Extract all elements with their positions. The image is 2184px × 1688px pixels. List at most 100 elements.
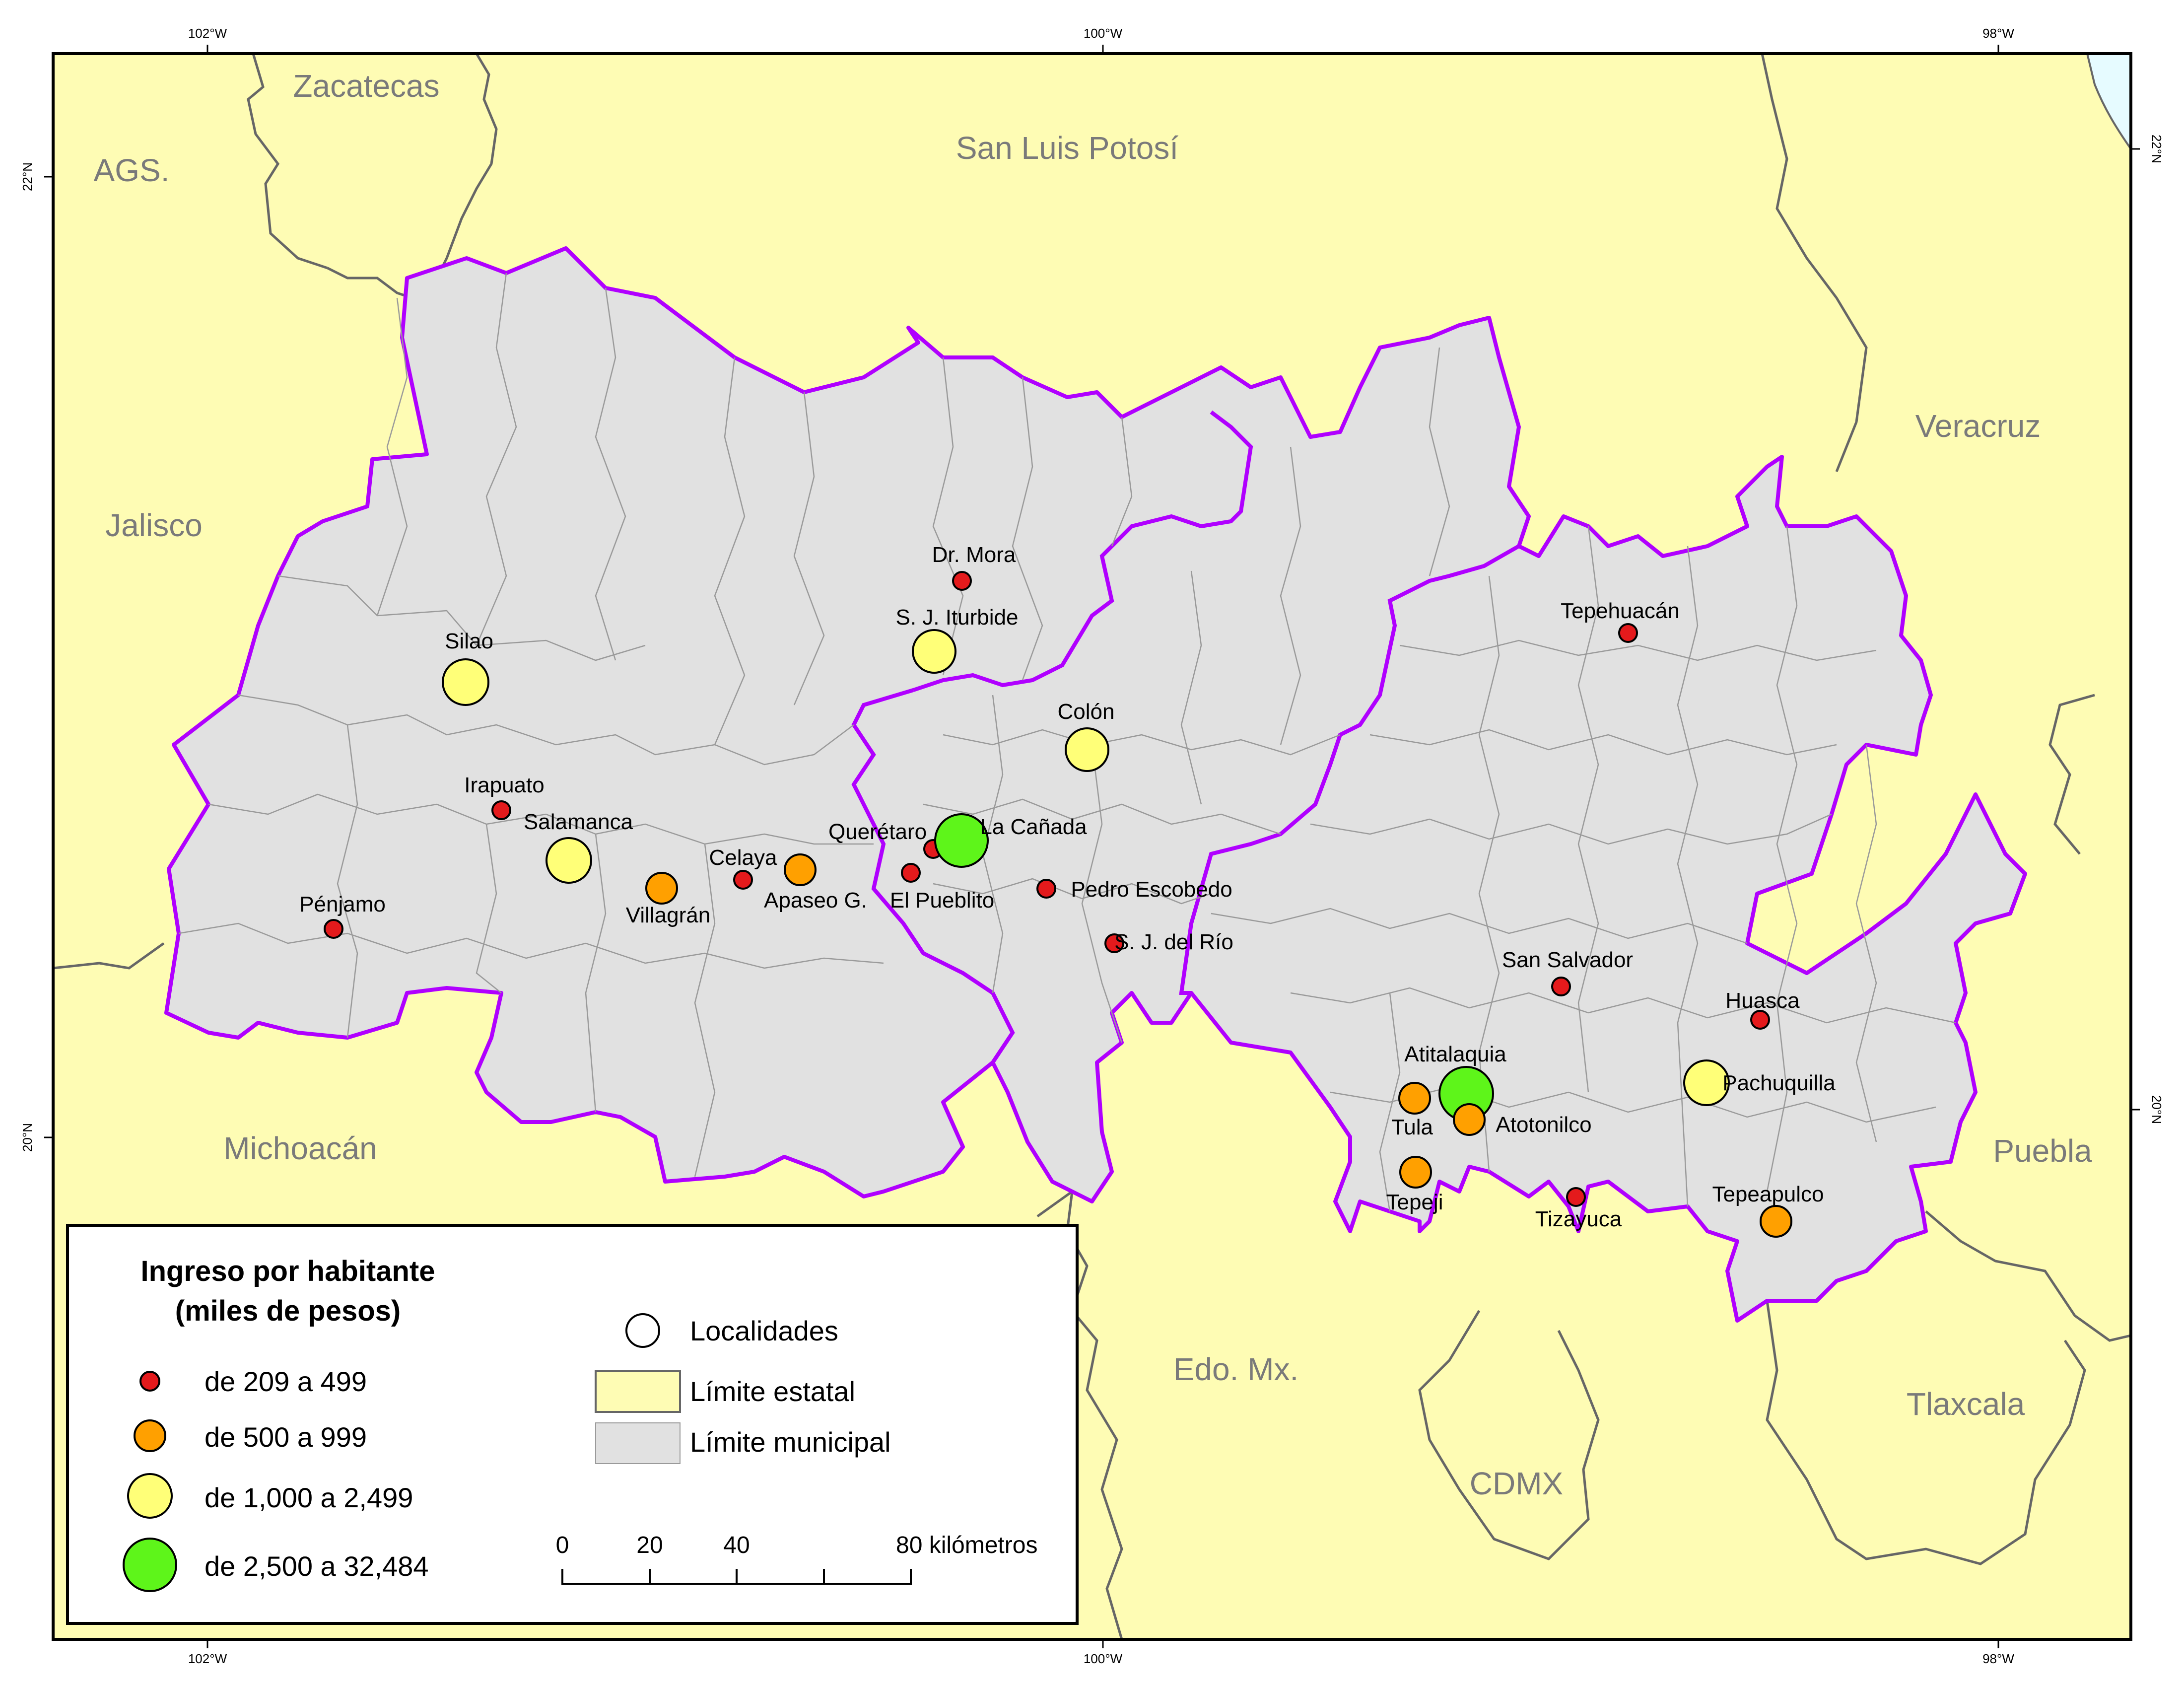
legend-symbol-red (139, 1371, 160, 1392)
locality-dot-villagran[interactable] (645, 872, 678, 905)
state-line-ags (247, 53, 328, 270)
legend-label-localidades: Localidades (690, 1315, 838, 1346)
legend-label-orange: de 500 a 999 (205, 1421, 367, 1453)
locality-label-pachuquilla: Pachuquilla (1722, 1071, 1836, 1095)
locality-label-salamanca: Salamanca (524, 810, 633, 834)
locality-label-colon: Colón (1058, 700, 1115, 724)
scale-label-40: 40 (723, 1532, 750, 1558)
locality-dot-colon[interactable] (1065, 727, 1109, 772)
legend-label-municipal-limit: Límite municipal (690, 1426, 891, 1458)
legend-box (66, 1224, 1079, 1625)
state-line-veracruz-e (2048, 694, 2095, 855)
locality-dot-san-salvador[interactable] (1551, 977, 1571, 996)
legend-title-line2: (miles de pesos) (175, 1295, 401, 1327)
region-label-puebla: Puebla (1993, 1133, 2092, 1169)
locality-dot-tepeapulco[interactable] (1760, 1205, 1792, 1238)
state-line-zac (425, 53, 498, 299)
legend-swatch-state-limit (595, 1370, 681, 1413)
locality-dot-silao[interactable] (442, 658, 489, 706)
locality-dot-salamanca[interactable] (546, 837, 592, 884)
municipal-lines (178, 273, 1956, 1212)
region-label-cdmx: CDMX (1470, 1466, 1563, 1501)
locality-dot-tepeji[interactable] (1399, 1156, 1432, 1189)
border-gto-qro (851, 688, 1015, 1064)
locality-label-san-salvador: San Salvador (1502, 948, 1633, 972)
legend-label-yellow: de 1,000 a 2,499 (205, 1482, 413, 1513)
scale-label-0: 0 (556, 1532, 569, 1558)
locality-dot-sj-del-rio[interactable] (1104, 933, 1124, 953)
locality-label-huasca: Huasca (1725, 988, 1800, 1013)
state-line-cdmx (1418, 1310, 1600, 1560)
locality-dot-atotonilco[interactable] (1453, 1103, 1486, 1136)
graticule: 102°W 100°W 98°W 102°W 100°W 98°W 22°N 2… (20, 26, 2164, 1666)
study-area (164, 246, 2027, 1323)
locality-label-atitalaquia: Atitalaquia (1404, 1042, 1506, 1066)
locality-dot-el-pueblito[interactable] (901, 863, 921, 883)
locality-dot-apaseo-g[interactable] (784, 853, 817, 886)
locality-dot-huasca[interactable] (1750, 1010, 1770, 1030)
locality-dot-pedro-escobedo[interactable] (1036, 879, 1056, 899)
region-label-tlaxcala: Tlaxcala (1907, 1386, 2025, 1422)
locality-dot-pachuquilla[interactable] (1683, 1059, 1730, 1106)
top-tick-100w: 100°W (1084, 26, 1123, 41)
bottom-tick-102w: 102°W (188, 1651, 227, 1666)
locality-dot-dr-mora[interactable] (952, 571, 972, 591)
region-label-veracruz: Veracruz (1915, 408, 2041, 444)
region-label-jalisco: Jalisco (105, 507, 203, 543)
scale-label-end: 80 kilómetros (896, 1532, 1037, 1558)
locality-dot-tizayuca[interactable] (1566, 1187, 1586, 1207)
legend-symbol-yellow (127, 1473, 173, 1519)
legend-label-red: de 209 a 499 (205, 1366, 367, 1397)
locality-label-la-canada: La Cañada (980, 815, 1087, 839)
legend-symbol-orange (134, 1419, 166, 1452)
bottom-tick-100w: 100°W (1084, 1651, 1123, 1666)
locality-labels: Dr. Mora S. J. Iturbide Tepehuacán Silao… (299, 543, 1836, 1231)
top-tick-98w: 98°W (1982, 26, 2014, 41)
legend-label-green: de 2,500 a 32,484 (205, 1550, 429, 1582)
map-frame (52, 52, 2132, 1641)
region-label-edomex: Edo. Mx. (1173, 1351, 1299, 1387)
region-label-san-luis-potosi: San Luis Potosí (956, 130, 1179, 166)
state-line-slp (327, 267, 412, 299)
locality-label-tizayuca: Tizayuca (1535, 1207, 1622, 1231)
locality-label-tepehuacan: Tepehuacán (1561, 599, 1680, 623)
locality-dot-tepehuacan[interactable] (1618, 623, 1638, 643)
locality-label-sj-iturbide: S. J. Iturbide (895, 605, 1018, 630)
locality-dot-penjamo[interactable] (324, 919, 343, 939)
region-label-ags: AGS. (94, 152, 170, 188)
locality-label-dr-mora: Dr. Mora (932, 543, 1016, 567)
bottom-tick-98w: 98°W (1982, 1651, 2014, 1666)
top-tick-102w: 102°W (188, 26, 227, 41)
locality-label-sj-del-rio: S. J. del Río (1114, 930, 1233, 954)
locality-dot-irapuato[interactable] (491, 800, 511, 820)
legend-title-line1: Ingreso por habitante (141, 1255, 435, 1287)
state-line-jal-s (53, 942, 165, 970)
locality-label-tula: Tula (1391, 1115, 1433, 1139)
legend-symbol-green (123, 1538, 177, 1592)
scale-bar: 0 20 40 80 kilómetros (556, 1532, 1037, 1585)
locality-label-irapuato: Irapuato (464, 773, 544, 797)
left-tick-20n: 20°N (20, 1123, 35, 1152)
region-label-zacatecas: Zacatecas (293, 68, 439, 104)
state-line-tlaxcala (1766, 1250, 2086, 1565)
locality-dot-la-canada[interactable] (934, 813, 989, 868)
locality-dot-sj-iturbide[interactable] (912, 629, 956, 674)
locality-label-pedro-escobedo: Pedro Escobedo (1071, 877, 1232, 902)
legend: Ingreso por habitante (miles de pesos) d… (66, 1224, 1079, 1625)
locality-dot-tula[interactable] (1398, 1082, 1431, 1115)
locality-dot-celaya[interactable] (733, 870, 753, 890)
right-tick-22n: 22°N (2149, 135, 2164, 163)
border-qro-north (912, 410, 1253, 692)
locality-label-tepeji: Tepeji (1386, 1190, 1443, 1214)
region-label-michoacan: Michoacán (223, 1130, 377, 1166)
left-tick-22n: 22°N (20, 162, 35, 191)
locality-label-atotonilco: Atotonilco (1496, 1113, 1591, 1137)
legend-symbol-localidades (625, 1313, 660, 1348)
locality-label-apaseo-g: Apaseo G. (764, 888, 867, 913)
locality-label-el-pueblito: El Pueblito (890, 888, 994, 913)
locality-label-penjamo: Pénjamo (299, 892, 386, 916)
locality-label-tepeapulco: Tepeapulco (1712, 1182, 1824, 1206)
state-line-veracruz-n (1761, 53, 1868, 472)
legend-swatch-municipal-limit (595, 1422, 681, 1464)
